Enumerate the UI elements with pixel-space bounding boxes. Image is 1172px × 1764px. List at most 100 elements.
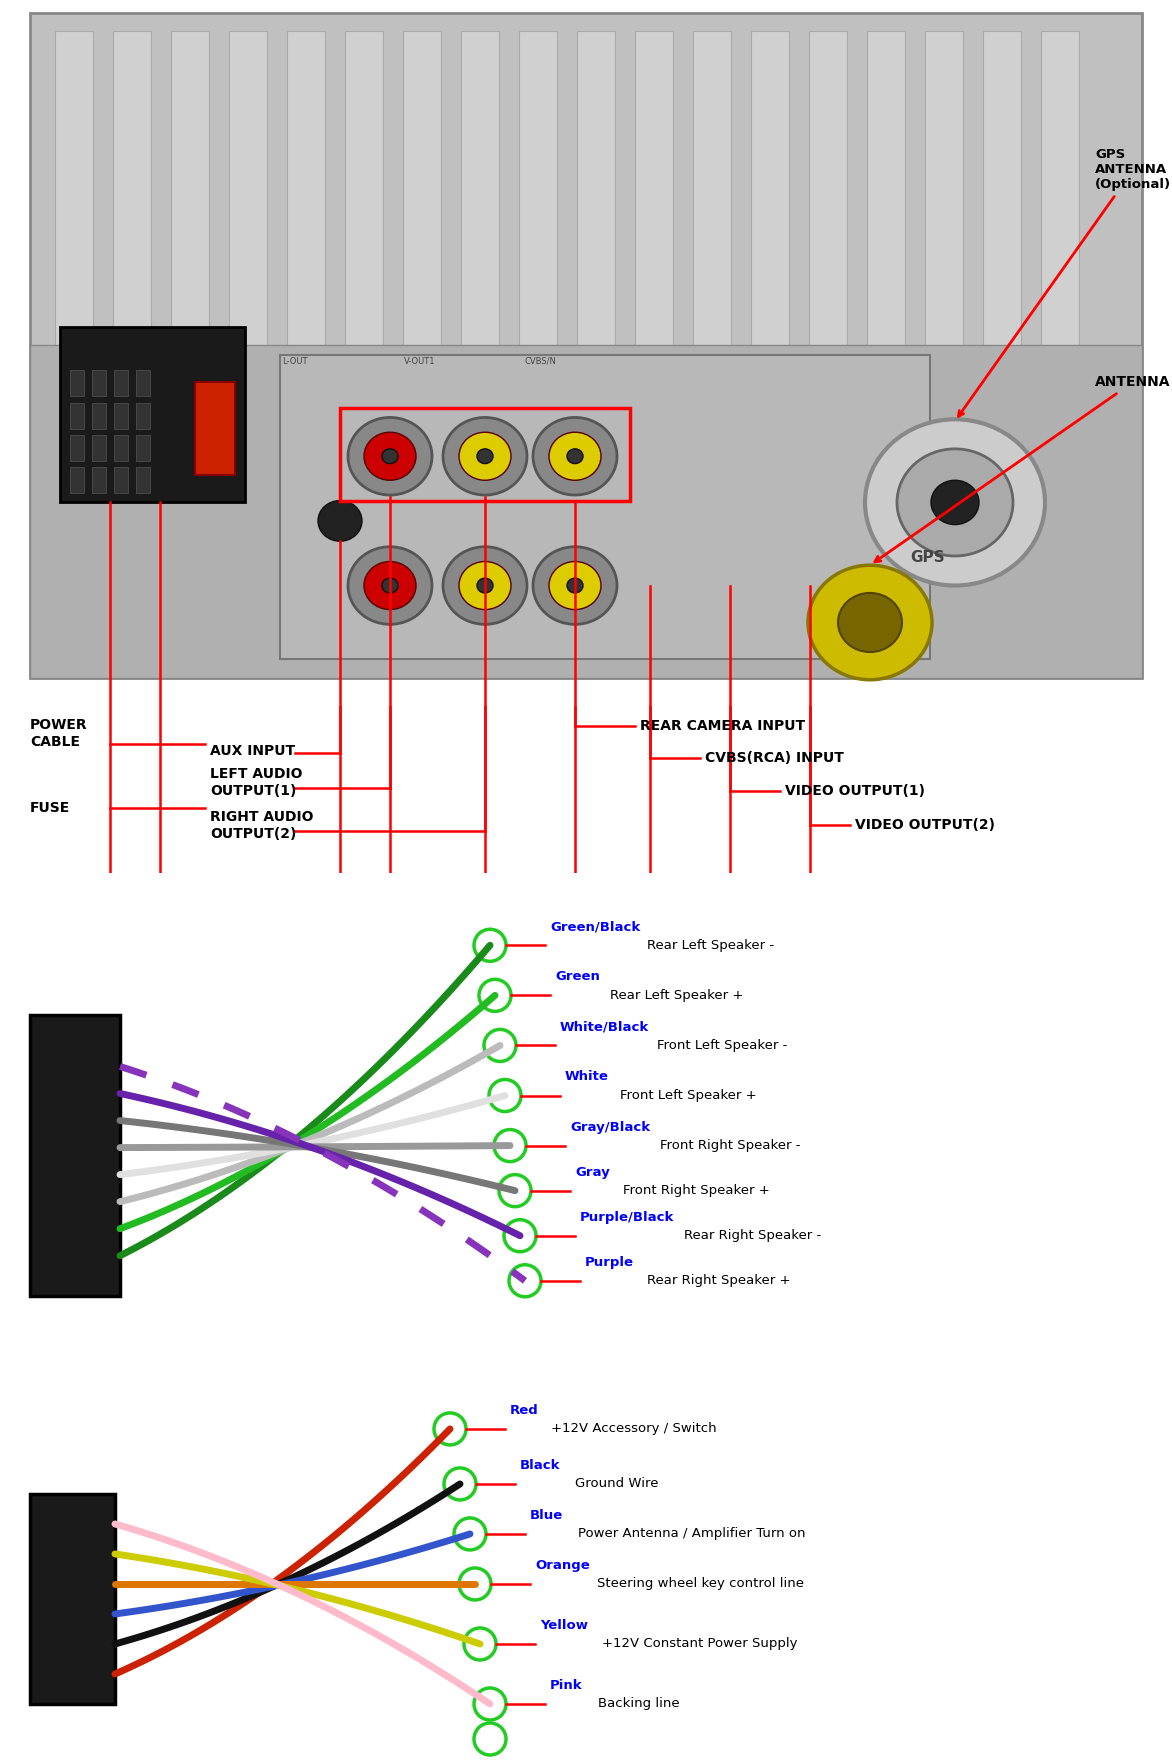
Text: Front Left Speaker -: Front Left Speaker - xyxy=(657,1039,788,1051)
Text: Purple/Black: Purple/Black xyxy=(580,1210,674,1224)
Circle shape xyxy=(567,448,582,464)
Circle shape xyxy=(364,432,416,480)
Text: CVBS/N: CVBS/N xyxy=(524,356,556,365)
Bar xyxy=(70,370,84,397)
Bar xyxy=(925,32,963,355)
Text: AUX INPUT: AUX INPUT xyxy=(210,744,295,759)
Bar xyxy=(70,402,84,429)
Text: LEFT AUDIO: LEFT AUDIO xyxy=(210,767,302,781)
Bar xyxy=(287,32,325,355)
Text: FUSE: FUSE xyxy=(30,801,70,815)
Text: OUTPUT(1): OUTPUT(1) xyxy=(210,785,297,799)
Text: Green/Black: Green/Black xyxy=(550,921,640,933)
Text: Yellow: Yellow xyxy=(540,1619,588,1632)
Text: VIDEO OUTPUT(1): VIDEO OUTPUT(1) xyxy=(785,785,925,799)
Bar xyxy=(809,32,847,355)
Text: Black: Black xyxy=(520,1459,560,1471)
Circle shape xyxy=(838,593,902,653)
Circle shape xyxy=(533,418,616,496)
Text: Red: Red xyxy=(510,1404,539,1416)
Bar xyxy=(1041,32,1079,355)
Text: Power Antenna / Amplifier Turn on: Power Antenna / Amplifier Turn on xyxy=(578,1528,805,1540)
Circle shape xyxy=(348,547,432,624)
Text: GPS: GPS xyxy=(909,550,945,566)
Text: OUTPUT(2): OUTPUT(2) xyxy=(210,827,297,841)
Circle shape xyxy=(567,579,582,593)
Text: Rear Left Speaker -: Rear Left Speaker - xyxy=(647,938,775,953)
Bar xyxy=(983,32,1021,355)
Bar xyxy=(136,402,150,429)
Bar xyxy=(171,32,209,355)
Bar xyxy=(30,346,1142,677)
Text: Blue: Blue xyxy=(530,1508,564,1522)
Text: Steering wheel key control line: Steering wheel key control line xyxy=(597,1577,804,1591)
Circle shape xyxy=(808,564,932,679)
Bar xyxy=(114,402,128,429)
Text: Gray/Black: Gray/Black xyxy=(570,1120,650,1134)
Bar xyxy=(519,32,557,355)
Text: RIGHT AUDIO: RIGHT AUDIO xyxy=(210,810,313,824)
Text: L-OUT: L-OUT xyxy=(282,356,308,365)
Text: CABLE: CABLE xyxy=(30,734,80,748)
Circle shape xyxy=(382,448,398,464)
Bar xyxy=(345,32,383,355)
Bar xyxy=(55,32,93,355)
Bar xyxy=(635,32,673,355)
Text: Pink: Pink xyxy=(550,1679,582,1692)
Bar xyxy=(693,32,731,355)
Text: Front Right Speaker +: Front Right Speaker + xyxy=(624,1184,770,1198)
Text: +12V Constant Power Supply: +12V Constant Power Supply xyxy=(602,1637,797,1651)
Circle shape xyxy=(897,448,1013,556)
Bar xyxy=(751,32,789,355)
Bar xyxy=(136,436,150,460)
Text: REAR CAMERA INPUT: REAR CAMERA INPUT xyxy=(640,718,805,732)
Circle shape xyxy=(548,561,601,610)
Bar xyxy=(70,467,84,494)
Text: ANTENNA: ANTENNA xyxy=(874,376,1171,563)
Bar xyxy=(114,370,128,397)
Bar xyxy=(91,370,105,397)
Text: Rear Right Speaker +: Rear Right Speaker + xyxy=(647,1274,790,1288)
Circle shape xyxy=(318,501,362,542)
Circle shape xyxy=(459,432,511,480)
Bar xyxy=(113,32,151,355)
Text: GPS
ANTENNA
(Optional): GPS ANTENNA (Optional) xyxy=(959,148,1171,416)
Text: CVBS(RCA) INPUT: CVBS(RCA) INPUT xyxy=(706,751,844,766)
Bar xyxy=(403,32,441,355)
Bar xyxy=(30,1016,120,1297)
Text: Backing line: Backing line xyxy=(598,1697,680,1711)
Bar xyxy=(91,436,105,460)
Bar xyxy=(30,1494,115,1704)
Bar xyxy=(114,467,128,494)
Text: Purple: Purple xyxy=(585,1256,634,1268)
Bar xyxy=(229,32,267,355)
Circle shape xyxy=(533,547,616,624)
Text: V-OUT1: V-OUT1 xyxy=(404,356,436,365)
Bar xyxy=(340,407,631,501)
Text: White: White xyxy=(565,1071,609,1083)
Bar xyxy=(280,355,931,660)
Text: Front Left Speaker +: Front Left Speaker + xyxy=(620,1088,757,1102)
Circle shape xyxy=(364,561,416,610)
Circle shape xyxy=(477,448,493,464)
Bar xyxy=(91,467,105,494)
Circle shape xyxy=(348,418,432,496)
Circle shape xyxy=(548,432,601,480)
Text: Orange: Orange xyxy=(534,1559,590,1572)
Circle shape xyxy=(459,561,511,610)
Text: Green: Green xyxy=(556,970,600,983)
Bar xyxy=(60,326,245,503)
Circle shape xyxy=(477,579,493,593)
Bar xyxy=(114,436,128,460)
Bar xyxy=(136,467,150,494)
Circle shape xyxy=(443,418,527,496)
Bar xyxy=(91,402,105,429)
Text: Front Right Speaker -: Front Right Speaker - xyxy=(660,1140,800,1152)
Text: Rear Right Speaker -: Rear Right Speaker - xyxy=(684,1230,822,1242)
Bar xyxy=(577,32,615,355)
Circle shape xyxy=(865,420,1045,586)
Bar xyxy=(70,436,84,460)
Circle shape xyxy=(443,547,527,624)
Text: Rear Left Speaker +: Rear Left Speaker + xyxy=(609,990,743,1002)
Bar xyxy=(195,383,236,475)
